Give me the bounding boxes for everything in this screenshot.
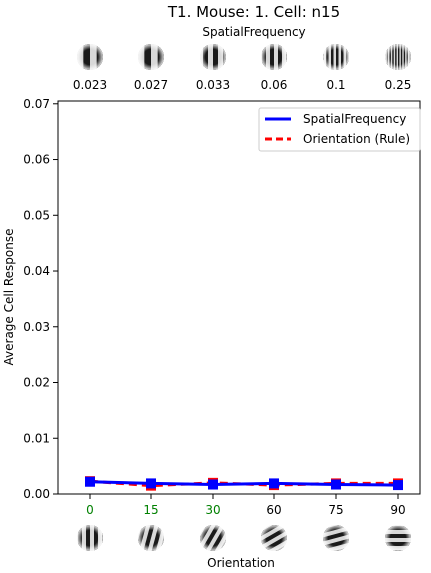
- point-spatialfrequency-30: [208, 479, 218, 490]
- bottom-grating-60-icon: [261, 525, 287, 551]
- bottom-grating-0-icon: [77, 525, 103, 551]
- x-tick-label-30: 30: [205, 503, 220, 517]
- top-axis-gratings: [77, 44, 411, 70]
- legend: SpatialFrequency Orientation (Rule): [258, 107, 421, 152]
- y-tick-label-0-03: 0.03: [23, 320, 50, 334]
- legend-entry-spatialfrequency: SpatialFrequency: [303, 112, 406, 126]
- point-spatialfrequency-60: [269, 478, 279, 489]
- y-axis-label: Average Cell Response: [2, 229, 16, 366]
- legend-entry-orientation-rule: Orientation (Rule): [303, 132, 410, 146]
- top-grating-0-027-icon: [138, 44, 164, 70]
- top-grating-0-25-icon: [385, 44, 411, 70]
- point-spatialfrequency-0: [85, 476, 95, 487]
- x-axis-label: Orientation: [207, 556, 275, 570]
- series-spatialfrequency: [85, 476, 403, 491]
- y-tick-label-0-00: 0.00: [23, 487, 50, 501]
- top-tick-label-0-06: 0.06: [261, 78, 288, 92]
- top-tick-label-0-25: 0.25: [385, 78, 412, 92]
- y-tick-label-0-07: 0.07: [23, 97, 50, 111]
- x-tick-label-75: 75: [328, 503, 343, 517]
- y-tick-label-0-06: 0.06: [23, 153, 50, 167]
- bottom-grating-75-icon: [323, 525, 349, 551]
- top-grating-0-023-icon: [77, 44, 103, 70]
- top-tick-label-0-033: 0.033: [196, 78, 230, 92]
- series-line-spatialfrequency: [89, 480, 399, 487]
- top-tick-label-0-027: 0.027: [134, 78, 168, 92]
- top-grating-0-033-icon: [200, 44, 226, 70]
- chart-title: T1. Mouse: 1. Cell: n15: [167, 3, 340, 21]
- point-spatialfrequency-90: [393, 480, 403, 491]
- plot-area: [57, 100, 421, 495]
- point-spatialfrequency-75: [331, 479, 341, 490]
- top-tick-label-0-023: 0.023: [73, 78, 107, 92]
- bottom-axis-gratings: [77, 525, 411, 551]
- top-axis-label: SpatialFrequency: [202, 25, 305, 39]
- y-tick-label-0-05: 0.05: [23, 208, 50, 222]
- top-tick-label-0-1: 0.1: [326, 78, 345, 92]
- x-tick-label-60: 60: [266, 503, 281, 517]
- x-tick-label-15: 15: [143, 503, 158, 517]
- x-tick-label-90: 90: [390, 503, 405, 517]
- x-tick-label-0: 0: [86, 503, 94, 517]
- bottom-grating-90-icon: [385, 525, 411, 551]
- y-tick-label-0-02: 0.02: [23, 376, 50, 390]
- top-axis-tick-labels: 0.023 0.027 0.033 0.06 0.1 0.25: [73, 78, 412, 92]
- y-axis: 0.00 0.01 0.02 0.03 0.04 0.05 0.06 0.07: [23, 97, 58, 501]
- y-tick-label-0-04: 0.04: [23, 264, 50, 278]
- top-grating-0-06-icon: [261, 44, 287, 70]
- y-tick-label-0-01: 0.01: [23, 431, 50, 445]
- legend-box: [258, 107, 421, 152]
- series-layer: [85, 476, 403, 491]
- top-grating-0-1-icon: [323, 44, 349, 70]
- x-axis: 0 15 30 60 75 90: [86, 494, 406, 517]
- bottom-grating-15-icon: [138, 525, 164, 551]
- point-spatialfrequency-15: [146, 478, 156, 489]
